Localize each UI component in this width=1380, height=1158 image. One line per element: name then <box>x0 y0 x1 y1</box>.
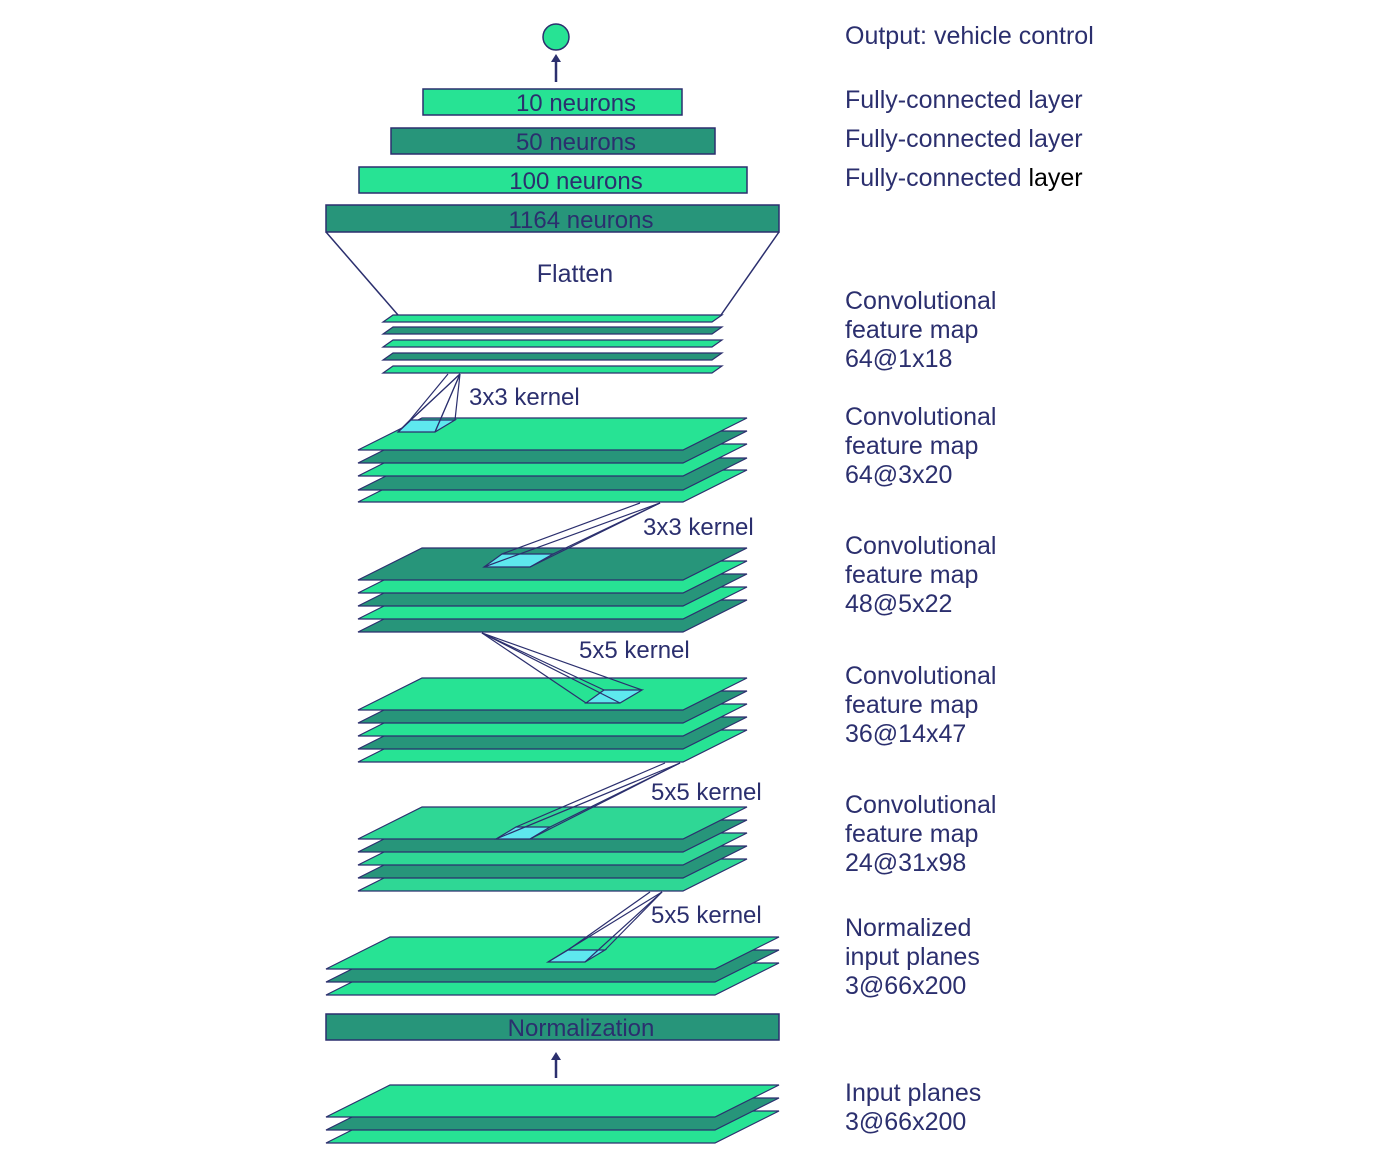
fc-side-label-3-pre: Fully-connected <box>845 164 1028 192</box>
kernel-line-3a <box>481 632 587 704</box>
fc-rect-100 <box>358 166 748 194</box>
input-label: Input planes 3@66x200 <box>845 1079 988 1136</box>
flatten-trapezoid <box>325 231 780 316</box>
kernel-line-1b <box>434 373 461 433</box>
fc-layer-50: 50 neurons <box>390 127 716 156</box>
kernel-line-1a <box>397 373 461 433</box>
conv-label-1-line-1: Convolutional <box>845 287 997 315</box>
flatten-label: Flatten <box>537 260 613 288</box>
flatten-line-left <box>325 231 399 316</box>
conv-label-4-line-1: Convolutional <box>845 662 997 690</box>
normalized-label-line-2: input planes <box>845 943 980 971</box>
plane-1 <box>357 677 748 711</box>
feature-map-48-5x22 <box>357 502 748 633</box>
fc-layer-1164: 1164 neurons <box>325 204 780 234</box>
conv-label-64-1x18: Convolutional feature map 64@1x18 <box>845 287 1003 373</box>
kernel-line-5d <box>604 891 663 951</box>
kernel-label-3: 5x5 kernel <box>579 637 690 664</box>
input-label-line-2: 3@66x200 <box>845 1108 966 1136</box>
normalized-input-planes <box>325 891 780 996</box>
normalized-label-line-3: 3@66x200 <box>845 972 966 1000</box>
conv-label-36-14x47: Convolutional feature map 36@14x47 <box>845 662 1003 748</box>
input-label-line-1: Input planes <box>845 1079 981 1107</box>
conv-label-5-line-3: 24@31x98 <box>845 849 966 877</box>
kernel-line-4a <box>495 762 681 840</box>
conv-label-4-line-3: 36@14x47 <box>845 720 966 748</box>
strip-2 <box>381 352 724 361</box>
fc-side-label-2: Fully-connected layer <box>845 125 1083 153</box>
fc-side-label-3-post: layer <box>1028 164 1082 192</box>
conv-label-48-5x22: Convolutional feature map 48@5x22 <box>845 532 1003 618</box>
plane-1 <box>357 806 748 840</box>
fc-side-label-1: Fully-connected layer <box>845 86 1083 114</box>
input-arrow <box>551 1052 561 1078</box>
kernel-line-2a <box>483 502 661 568</box>
plane-1 <box>357 547 748 581</box>
conv-label-5-line-1: Convolutional <box>845 791 997 819</box>
kernel-line-3d <box>481 632 643 691</box>
kernel-line-1d <box>454 373 461 421</box>
kernel-line-3b <box>481 632 621 704</box>
kernel-line-5c <box>567 891 651 951</box>
feature-map-64-3x20 <box>357 373 748 503</box>
strip-4 <box>381 326 724 335</box>
fc-label-50: 50 neurons <box>516 129 636 156</box>
kernel-line-2d <box>552 502 661 555</box>
output-label: Output: vehicle control <box>845 22 1094 50</box>
input-arrow-head <box>551 1052 561 1060</box>
flatten-line-right <box>720 231 780 316</box>
kernel-line-5b <box>584 891 663 963</box>
output-circle <box>542 23 570 51</box>
conv-label-5-line-2: feature map <box>845 820 978 848</box>
conv-label-2-line-2: feature map <box>845 432 978 460</box>
fc-side-label-3: Fully-connected layer <box>845 164 1083 192</box>
conv-label-3-line-1: Convolutional <box>845 532 997 560</box>
conv-label-3-line-3: 48@5x22 <box>845 590 952 618</box>
strip-1 <box>381 365 724 374</box>
kernel-label-2: 3x3 kernel <box>643 514 754 541</box>
plane-1 <box>357 417 748 451</box>
output-arrow-head <box>551 54 561 62</box>
conv-label-1-line-2: feature map <box>845 316 978 344</box>
fc-rect-10 <box>422 88 683 116</box>
conv-label-3-line-2: feature map <box>845 561 978 589</box>
conv-label-1-line-3: 64@1x18 <box>845 345 952 373</box>
kernel-line-5a <box>547 891 663 963</box>
normalization-layer: Normalization <box>325 1013 780 1042</box>
fc-rect-50 <box>390 127 716 155</box>
strip-5 <box>381 314 724 323</box>
fc-label-1164: 1164 neurons <box>508 207 653 234</box>
kernel-line-1c <box>409 373 449 421</box>
output-node <box>542 23 570 82</box>
fc-label-10: 10 neurons <box>516 90 636 117</box>
kernel-line-3c <box>481 632 605 691</box>
feature-map-64-1x18 <box>381 314 724 374</box>
conv-label-4-line-2: feature map <box>845 691 978 719</box>
normalization-rect <box>325 1013 780 1041</box>
fc-layer-10: 10 neurons <box>422 88 683 117</box>
conv-label-2-line-1: Convolutional <box>845 403 997 431</box>
conv-label-64-3x20: Convolutional feature map 64@3x20 <box>845 403 1003 489</box>
kernel-label-4: 5x5 kernel <box>651 779 762 806</box>
plane-1 <box>325 936 780 970</box>
normalized-label: Normalized input planes 3@66x200 <box>845 914 987 1000</box>
conv-label-2-line-3: 64@3x20 <box>845 461 952 489</box>
fc-rect-1164 <box>325 204 780 233</box>
kernel-line-4d <box>549 762 681 828</box>
normalization-label: Normalization <box>508 1015 655 1042</box>
kernel-label-5: 5x5 kernel <box>651 902 762 929</box>
plane-1 <box>325 1084 780 1118</box>
normalized-label-line-1: Normalized <box>845 914 971 942</box>
feature-map-36-14x47 <box>357 632 748 763</box>
kernel-label-1: 3x3 kernel <box>469 384 580 411</box>
kernel-line-2c <box>501 502 641 555</box>
strip-3 <box>381 339 724 348</box>
feature-map-24-31x98 <box>357 762 748 892</box>
conv-label-24-31x98: Convolutional feature map 24@31x98 <box>845 791 1003 877</box>
kernel-line-4c <box>515 762 666 828</box>
fc-label-100: 100 neurons <box>509 168 642 195</box>
fc-layer-100: 100 neurons <box>358 166 748 195</box>
input-planes <box>325 1084 780 1144</box>
